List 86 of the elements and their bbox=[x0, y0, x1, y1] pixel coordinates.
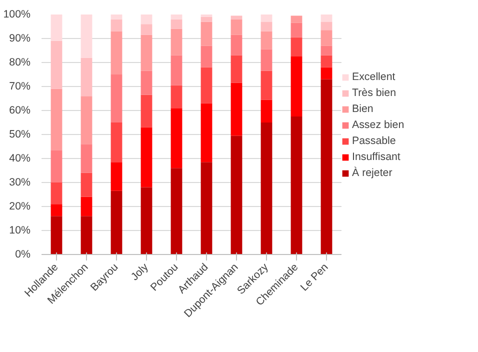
bar bbox=[290, 37, 302, 56]
bar bbox=[140, 14, 152, 24]
legend-label: À rejeter bbox=[352, 167, 392, 179]
y-tick-label: 70% bbox=[9, 80, 32, 92]
bar bbox=[80, 144, 92, 173]
bar bbox=[230, 34, 242, 56]
y-tick-label: 100% bbox=[3, 8, 32, 20]
bar bbox=[290, 22, 302, 38]
bar bbox=[320, 79, 332, 254]
bar bbox=[170, 28, 182, 56]
bar bbox=[140, 34, 152, 71]
bar bbox=[140, 187, 152, 254]
bar bbox=[80, 172, 92, 197]
bar bbox=[170, 55, 182, 86]
bar bbox=[110, 74, 122, 122]
bar bbox=[320, 46, 332, 56]
bar bbox=[200, 103, 212, 162]
y-tick-label: 10% bbox=[9, 224, 32, 236]
bar bbox=[290, 56, 302, 116]
bar bbox=[80, 14, 92, 58]
y-tick-label: 80% bbox=[9, 56, 32, 68]
y-tick-label: 50% bbox=[9, 128, 32, 140]
bar bbox=[230, 55, 242, 83]
bar bbox=[320, 67, 332, 80]
bar bbox=[260, 49, 272, 71]
bar bbox=[80, 58, 92, 96]
legend-label: Excellent bbox=[352, 71, 396, 83]
y-tick-label: 60% bbox=[9, 104, 32, 116]
bar bbox=[230, 16, 242, 20]
bar bbox=[170, 85, 182, 108]
bar bbox=[110, 122, 122, 162]
bar bbox=[110, 14, 122, 20]
y-tick-label: 40% bbox=[9, 152, 32, 164]
bar bbox=[170, 168, 182, 254]
legend-label: Passable bbox=[352, 135, 396, 147]
bar bbox=[320, 30, 332, 46]
legend-label: Insuffisant bbox=[352, 151, 400, 163]
bar bbox=[80, 96, 92, 144]
bar bbox=[140, 70, 152, 95]
x-tick-label: Joly bbox=[128, 260, 152, 284]
y-tick-label: 0% bbox=[15, 248, 32, 260]
bar bbox=[260, 100, 272, 122]
bar bbox=[200, 67, 212, 104]
bar bbox=[170, 108, 182, 168]
bar bbox=[260, 122, 272, 254]
bar bbox=[260, 31, 272, 50]
bar bbox=[200, 46, 212, 68]
bar bbox=[320, 14, 332, 22]
y-tick-label: 90% bbox=[9, 32, 32, 44]
bar bbox=[50, 88, 62, 150]
bar bbox=[110, 190, 122, 254]
bar bbox=[320, 22, 332, 30]
bar bbox=[200, 22, 212, 46]
bar bbox=[50, 216, 62, 254]
bar bbox=[50, 40, 62, 89]
bar bbox=[110, 19, 122, 32]
bar bbox=[170, 14, 182, 20]
x-tick-label: Le Pen bbox=[298, 261, 331, 294]
bar bbox=[230, 82, 242, 136]
bar bbox=[320, 55, 332, 68]
y-tick-label: 30% bbox=[9, 176, 32, 188]
bar bbox=[230, 19, 242, 35]
bar bbox=[260, 70, 272, 100]
bar bbox=[110, 31, 122, 74]
bar bbox=[140, 127, 152, 188]
bar bbox=[50, 150, 62, 182]
bar bbox=[50, 14, 62, 41]
bar bbox=[200, 16, 212, 22]
bar bbox=[80, 216, 92, 254]
bar bbox=[170, 19, 182, 29]
legend-label: Très bien bbox=[352, 87, 396, 99]
legend-label: Bien bbox=[352, 103, 374, 115]
bar bbox=[260, 14, 272, 22]
bar bbox=[140, 24, 152, 35]
bar bbox=[230, 136, 242, 254]
bar bbox=[140, 94, 152, 128]
bar bbox=[110, 162, 122, 191]
bar bbox=[260, 22, 272, 32]
bar bbox=[290, 16, 302, 23]
legend-label: Assez bien bbox=[352, 119, 404, 131]
bar bbox=[50, 204, 62, 216]
bar bbox=[80, 196, 92, 216]
bar bbox=[50, 182, 62, 204]
bar bbox=[200, 162, 212, 254]
bar bbox=[290, 116, 302, 254]
y-tick-label: 20% bbox=[9, 200, 32, 212]
